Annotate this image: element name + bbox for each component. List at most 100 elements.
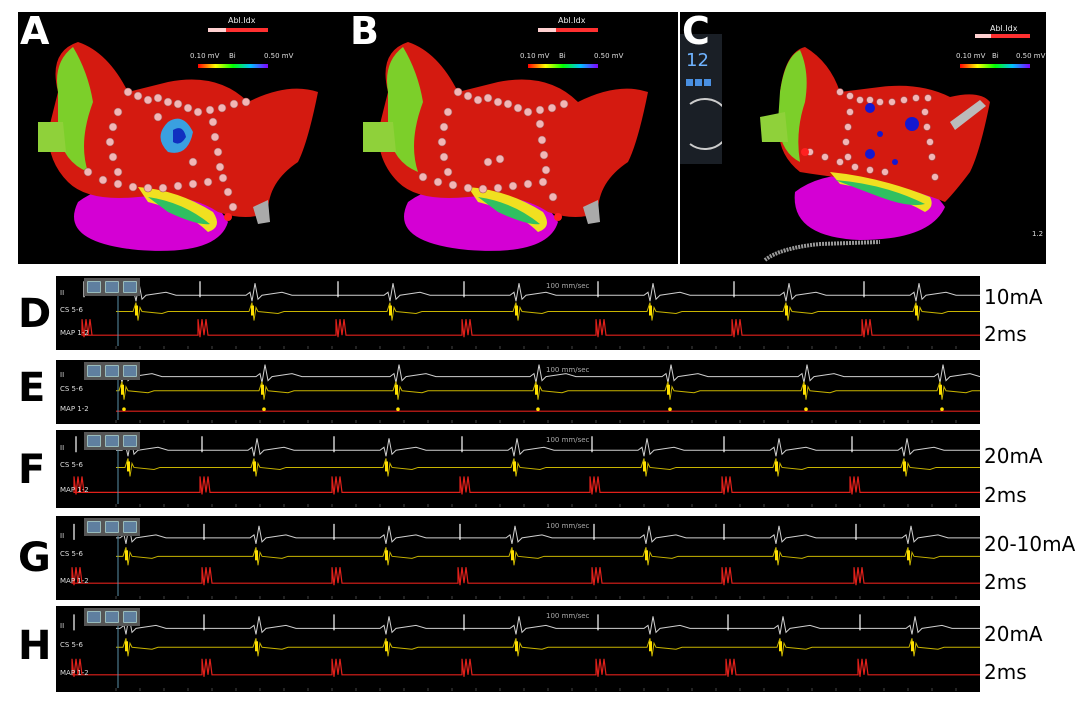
panel-letter-b: B (350, 12, 379, 53)
trace-waveforms (115, 364, 980, 423)
zoom-out-icon[interactable] (105, 435, 119, 447)
ecg-lead-ii-trace (116, 525, 980, 544)
time-ticks (115, 596, 957, 599)
fit-icon[interactable] (123, 365, 137, 377)
scale-max: 0.50 mV (264, 52, 294, 60)
cs-activation-marker (903, 461, 906, 472)
cs-activation-marker (127, 461, 130, 472)
ecg-lead-ii-trace (116, 438, 980, 457)
cs-5-6-trace (116, 302, 980, 321)
catheter-overlay: 12 (680, 34, 722, 164)
sweep-speed-label: 100 mm/sec (546, 612, 590, 620)
pacing-spikes (73, 523, 857, 540)
abl-idx-legend: Abl.Idx (228, 16, 256, 25)
pacing-spikes (75, 436, 853, 453)
cs-activation-marker (513, 461, 516, 472)
pacing-spikes (73, 614, 861, 631)
trace-toolbar (84, 278, 140, 296)
time-ticks (115, 420, 957, 423)
sweep-speed-label: 100 mm/sec (546, 436, 590, 444)
cs-activation-marker (385, 641, 388, 652)
cs-activation-marker (253, 461, 256, 472)
channel-label: II (60, 289, 65, 298)
trace-letter: H (18, 623, 52, 669)
cs-5-6-trace (116, 638, 980, 657)
ecg-trace-panel: 100 mm/sec II CS 5-6 MAP 1-2 (56, 606, 980, 692)
map-marker (122, 407, 126, 411)
map-marker (536, 407, 540, 411)
cs-activation-marker (803, 384, 806, 395)
trace-letter: D (18, 291, 52, 337)
channel-label: CS 5-6 (60, 550, 83, 559)
zoom-out-icon[interactable] (105, 611, 119, 623)
zoom-in-icon[interactable] (87, 435, 101, 447)
cs-5-6-trace (116, 381, 980, 400)
fit-icon[interactable] (123, 611, 137, 623)
map-panel-c: 12 C Abl.Idx 0.10 mV Bi 0.50 mV 1.2 (680, 12, 1046, 264)
cs-activation-marker (667, 384, 670, 395)
cs-activation-marker (939, 384, 942, 395)
channel-label: II (60, 531, 65, 540)
cs-activation-marker (643, 461, 646, 472)
cs-5-6-trace (116, 547, 980, 566)
scale-label: Bi (992, 52, 999, 60)
map-marker (940, 407, 944, 411)
sweep-speed-label: 100 mm/sec (546, 522, 590, 530)
corner-value: 1.2 (1032, 230, 1044, 238)
pulse-duration: 2ms (984, 570, 1027, 594)
trace-waveforms (71, 523, 980, 599)
stimulus-current: 20mA (984, 622, 1043, 646)
channel-label: MAP 1-2 (60, 486, 89, 495)
zoom-in-icon[interactable] (87, 611, 101, 623)
zoom-in-icon[interactable] (87, 365, 101, 377)
zoom-out-icon[interactable] (105, 365, 119, 377)
zoom-in-icon[interactable] (87, 281, 101, 293)
cs-activation-marker (649, 305, 652, 316)
cs-activation-marker (779, 641, 782, 652)
cs-activation-marker (645, 550, 648, 561)
cs-activation-marker (785, 305, 788, 316)
scale-max: 0.50 mV (594, 52, 624, 60)
zoom-out-icon[interactable] (105, 281, 119, 293)
pulse-duration: 2ms (984, 660, 1027, 684)
trace-letter: E (18, 365, 46, 411)
panel-letter-c: C (682, 12, 710, 53)
trace-toolbar (84, 608, 140, 626)
trace-toolbar (84, 362, 140, 380)
zoom-in-icon[interactable] (87, 521, 101, 533)
map-panel-a: A Abl.Idx 0.10 mV Bi 0.50 mV (18, 12, 348, 264)
cs-activation-marker (775, 461, 778, 472)
time-ticks (115, 504, 957, 507)
zoom-out-icon[interactable] (105, 521, 119, 533)
map-c-surface (760, 34, 1030, 262)
cs-activation-marker (389, 305, 392, 316)
stimulus-current: 20-10mA (984, 532, 1076, 556)
ecg-lead-ii-trace (115, 364, 980, 383)
pulse-duration: 2ms (984, 322, 1027, 346)
map-marker (262, 407, 266, 411)
channel-label: II (60, 444, 65, 453)
cs-activation-marker (511, 550, 514, 561)
abl-idx-legend: Abl.Idx (990, 24, 1018, 33)
cs-activation-marker (251, 305, 254, 316)
cs-activation-marker (385, 461, 388, 472)
cs-activation-marker (125, 550, 128, 561)
fit-icon[interactable] (123, 281, 137, 293)
fit-icon[interactable] (123, 521, 137, 533)
map-1-2-trace (71, 658, 980, 677)
map-marker (396, 407, 400, 411)
scale-min: 0.10 mV (956, 52, 986, 60)
cs-activation-marker (515, 641, 518, 652)
cs-activation-marker (535, 384, 538, 395)
fit-icon[interactable] (123, 435, 137, 447)
map-1-2-trace (71, 567, 980, 586)
panel-letter-a: A (20, 12, 50, 53)
channel-label: MAP 1-2 (60, 329, 89, 338)
stimulus-current: 20mA (984, 444, 1043, 468)
channel-label: II (60, 622, 65, 631)
scale-label: Bi (559, 52, 566, 60)
trace-letter: G (18, 535, 51, 581)
channel-label: CS 5-6 (60, 461, 83, 470)
trace-waveforms (81, 281, 980, 349)
cs-activation-marker (255, 641, 258, 652)
